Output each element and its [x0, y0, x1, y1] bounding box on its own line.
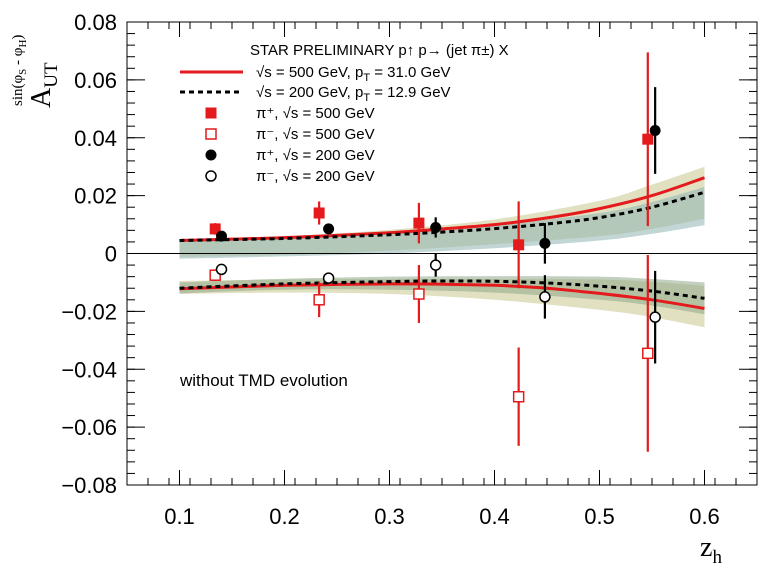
uncertainty-bands	[179, 166, 705, 328]
point-0-0	[209, 223, 221, 235]
y-tick-label: 0.06	[74, 68, 117, 93]
y-tick-label: −0.02	[61, 299, 117, 324]
legend: STAR PRELIMINARY p↑ p→ (jet π±) X √s = 50…	[180, 42, 509, 185]
legend-label-series-3: π⁻, √s = 200 GeV	[256, 168, 375, 185]
legend-label-series-2: π⁺, √s = 200 GeV	[256, 147, 375, 164]
x-tick-label: 0.3	[374, 504, 405, 529]
point-1-1	[313, 294, 325, 306]
point-2-4	[649, 125, 661, 137]
point-2-3	[539, 237, 551, 249]
y-axis-title-superscript: sin(φS - φH)	[10, 35, 29, 106]
point-0-3	[513, 239, 525, 251]
point-1-2	[413, 288, 425, 300]
point-0-1	[313, 207, 325, 219]
y-tick-label: −0.08	[61, 473, 117, 498]
legend-label-series-0: π⁺, √s = 500 GeV	[256, 105, 375, 122]
theory-curves	[179, 176, 705, 310]
data-points	[209, 52, 661, 452]
y-axis-title-sub: UT	[41, 62, 62, 88]
point-0-4	[642, 133, 654, 145]
point-0-2	[413, 217, 425, 229]
x-tick-label: 0.5	[584, 504, 615, 529]
y-tick-label: −0.06	[61, 415, 117, 440]
legend-marker-3	[205, 170, 217, 182]
point-1-3	[512, 390, 525, 403]
legend-marker-1	[205, 128, 217, 140]
x-axis-title-sub: h	[712, 547, 722, 568]
annotation-text: without TMD evolution	[179, 371, 348, 390]
point-1-0	[209, 269, 221, 281]
legend-label-series-1: π⁻, √s = 500 GeV	[256, 126, 375, 143]
axis-ticks: 0.1 0.2 0.3 0.4 0.5 0.6 −0.08 −0.06 −0.04 −0.02 0 0…	[61, 10, 758, 529]
x-axis-title: zh	[700, 532, 722, 568]
y-axis-title-main: A	[26, 87, 57, 108]
y-tick-label: 0	[105, 242, 117, 267]
point-3-0	[215, 263, 228, 276]
x-tick-label: 0.2	[269, 504, 300, 529]
x-tick-label: 0.1	[164, 504, 195, 529]
point-3-1	[322, 272, 335, 284]
theory-curve-1-upper	[179, 190, 705, 242]
x-tick-label: 0.4	[479, 504, 510, 529]
point-3-2	[429, 259, 442, 271]
point-1-4	[642, 347, 654, 360]
point-2-1	[323, 223, 335, 235]
band-1	[179, 186, 705, 259]
legend-marker-2	[205, 149, 217, 161]
y-tick-label: 0.02	[74, 184, 117, 209]
point-2-2	[430, 221, 442, 233]
point-3-4	[649, 311, 661, 323]
point-3-3	[539, 291, 551, 303]
y-tick-label: −0.04	[61, 357, 117, 382]
legend-label-curve-1: √s = 200 GeV, pT = 12.9 GeV	[256, 84, 451, 104]
theory-curve-1-lower	[179, 279, 705, 300]
legend-header: STAR PRELIMINARY p↑ p→ (jet π±) X	[250, 42, 509, 59]
legend-label-curve-0: √s = 500 GeV, pT = 31.0 GeV	[256, 64, 451, 84]
y-axis-title: AUT	[26, 62, 62, 108]
x-axis-title-main: z	[700, 532, 712, 563]
x-tick-label: 0.6	[689, 504, 720, 529]
point-2-0	[216, 230, 227, 242]
legend-marker-0	[205, 107, 217, 119]
y-tick-label: 0.04	[74, 126, 117, 151]
y-tick-label: 0.08	[74, 10, 117, 35]
